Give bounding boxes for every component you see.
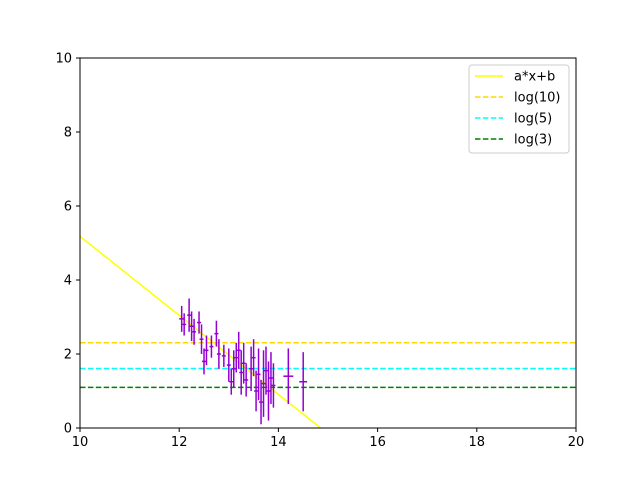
data-point-5 [197,311,202,334]
data-point-22 [251,339,256,377]
data-point-32 [299,352,308,412]
fit-line [80,235,322,428]
data-point-30 [271,363,276,408]
data-point-13 [226,348,231,382]
data-point-15 [231,350,236,388]
legend-label: log(10) [514,91,561,106]
x-tick-label: 12 [171,435,188,450]
y-tick-label: 8 [64,126,72,141]
data-point-27 [264,346,268,395]
data-point-9 [209,335,214,358]
data-point-4 [192,318,197,345]
data-point-20 [244,363,249,397]
legend-entry: a*x+b [475,70,555,85]
data-point-16 [234,342,239,373]
legend-label: a*x+b [514,70,555,85]
data-point-28 [266,361,271,421]
y-tick-label: 10 [55,52,72,67]
data-point-8 [204,335,209,366]
data-point-7 [202,348,206,375]
data-point-31 [283,348,294,404]
data-point-0 [179,305,185,332]
x-tick-label: 18 [469,435,486,450]
x-tick-label: 14 [270,435,287,450]
x-tick-label: 10 [72,435,89,450]
y-axis: 0 2 4 6 8 10 [55,52,80,437]
legend: a*x+b log(10) log(5) log(3) [468,64,570,154]
y-tick-label: 2 [64,348,72,363]
data-point-23 [254,370,259,412]
data-point-1 [182,313,187,336]
errorbar-points [179,298,308,425]
data-point-21 [249,346,254,391]
data-point-25 [259,379,264,425]
legend-entry: log(3) [475,133,552,148]
data-point-19 [241,342,246,384]
legend-entry: log(5) [475,112,552,127]
legend-label: log(3) [514,133,552,148]
data-point-14 [229,368,234,395]
plot-frame [79,57,577,429]
data-point-24 [256,348,261,401]
data-point-10 [214,320,219,347]
data-point-3 [189,311,195,342]
data-point-26 [261,350,266,417]
x-axis: 10 12 14 16 18 20 [72,428,585,450]
legend-box [468,64,570,154]
data-point-17 [236,331,241,369]
y-tick-label: 0 [64,422,72,437]
data-point-6 [199,324,204,354]
x-tick-label: 20 [568,435,585,450]
legend-label: log(5) [514,112,552,127]
fit-line-layer [80,235,322,428]
data-point-29 [268,352,273,404]
data-point-18 [239,350,244,395]
data-point-11 [216,339,221,369]
y-tick-label: 6 [64,200,72,215]
data-point-12 [221,344,226,367]
y-tick-label: 4 [64,274,72,289]
reference-lines [80,342,576,389]
x-tick-label: 16 [369,435,386,450]
legend-entry: log(10) [475,91,561,106]
